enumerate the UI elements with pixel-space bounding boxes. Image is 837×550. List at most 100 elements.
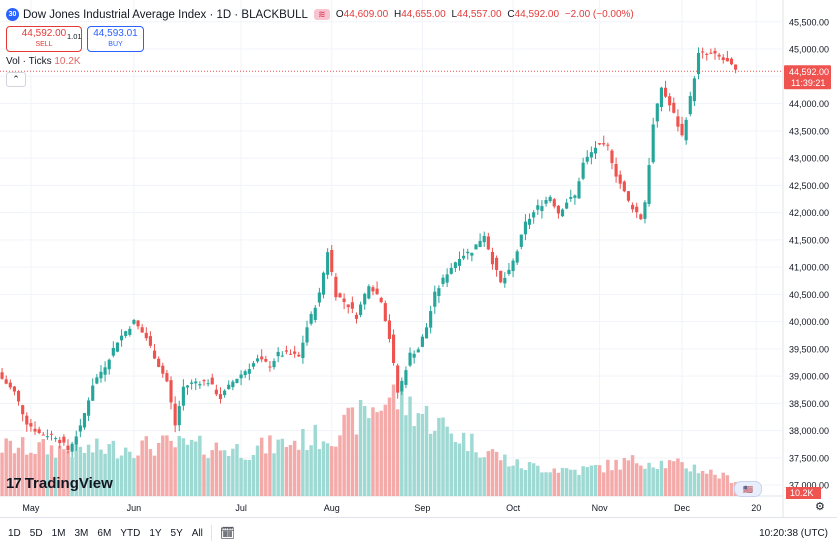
candle-body[interactable] xyxy=(668,96,672,106)
candle-body[interactable] xyxy=(247,369,251,374)
candle-body[interactable] xyxy=(532,212,536,218)
candle-body[interactable] xyxy=(231,381,235,388)
candle-body[interactable] xyxy=(338,293,342,298)
candle-body[interactable] xyxy=(701,51,705,53)
candle-body[interactable] xyxy=(70,443,74,452)
candle-body[interactable] xyxy=(255,358,260,362)
candle-body[interactable] xyxy=(515,251,519,263)
candle-body[interactable] xyxy=(260,356,264,360)
range-5d-button[interactable]: 5D xyxy=(29,527,43,539)
candle-body[interactable] xyxy=(115,342,120,352)
candle-body[interactable] xyxy=(490,252,495,265)
sell-button[interactable]: 44,592.00 SELL xyxy=(6,26,82,52)
candle-body[interactable] xyxy=(556,205,560,214)
candle-body[interactable] xyxy=(445,274,449,283)
candle-body[interactable] xyxy=(457,258,462,266)
candle-body[interactable] xyxy=(33,428,37,432)
candle-body[interactable] xyxy=(404,370,408,385)
candle-body[interactable] xyxy=(210,377,214,385)
symbol-title[interactable]: Dow Jones Industrial Average Index · 1D … xyxy=(23,8,308,21)
candle-body[interactable] xyxy=(202,380,206,382)
candle-body[interactable] xyxy=(429,311,433,328)
range-1y-button[interactable]: 1Y xyxy=(149,527,162,539)
tradingview-logo[interactable]: 17 TradingView xyxy=(6,475,113,492)
candle-body[interactable] xyxy=(173,403,177,426)
candle-body[interactable] xyxy=(124,331,128,336)
us-flag-icon[interactable]: 🇺🇸 xyxy=(734,481,762,497)
candle-body[interactable] xyxy=(420,336,424,347)
candle-body[interactable] xyxy=(194,381,198,384)
candle-body[interactable] xyxy=(326,252,330,275)
candle-body[interactable] xyxy=(684,119,688,141)
range-1m-button[interactable]: 1M xyxy=(51,527,66,539)
candle-body[interactable] xyxy=(565,202,569,209)
range-ytd-button[interactable]: YTD xyxy=(120,527,141,539)
candle-body[interactable] xyxy=(21,405,25,415)
candle-body[interactable] xyxy=(128,328,132,335)
candle-body[interactable] xyxy=(95,377,99,384)
candle-body[interactable] xyxy=(717,54,721,57)
candle-body[interactable] xyxy=(107,359,111,370)
candle-body[interactable] xyxy=(62,436,66,443)
gear-icon[interactable]: ⚙ xyxy=(815,501,825,513)
candle-body[interactable] xyxy=(313,307,317,320)
candle-body[interactable] xyxy=(152,350,157,359)
candle-body[interactable] xyxy=(169,380,173,403)
candle-body[interactable] xyxy=(396,365,400,393)
range-all-button[interactable]: All xyxy=(191,527,203,539)
candle-body[interactable] xyxy=(354,314,359,319)
candle-body[interactable] xyxy=(223,390,227,396)
candle-body[interactable] xyxy=(705,53,709,55)
candle-body[interactable] xyxy=(317,292,321,303)
candle-body[interactable] xyxy=(91,385,95,401)
candle-body[interactable] xyxy=(696,52,701,74)
candle-body[interactable] xyxy=(462,255,466,259)
candle-body[interactable] xyxy=(87,400,91,416)
candle-body[interactable] xyxy=(165,373,169,382)
candle-body[interactable] xyxy=(140,327,144,333)
candle-body[interactable] xyxy=(12,386,16,392)
candle-body[interactable] xyxy=(618,174,622,184)
candle-body[interactable] xyxy=(734,64,738,70)
candle-body[interactable] xyxy=(725,57,729,62)
candle-body[interactable] xyxy=(486,236,490,250)
candle-body[interactable] xyxy=(387,320,392,339)
candle-body[interactable] xyxy=(507,269,511,274)
candle-body[interactable] xyxy=(268,366,272,368)
candle-body[interactable] xyxy=(680,123,684,136)
utc-clock[interactable]: 10:20:38 (UTC) xyxy=(759,527,828,539)
range-6m-button[interactable]: 6M xyxy=(97,527,112,539)
candle-body[interactable] xyxy=(519,234,523,247)
candle-body[interactable] xyxy=(709,52,713,54)
candle-body[interactable] xyxy=(375,288,379,295)
candle-body[interactable] xyxy=(264,358,268,362)
candle-body[interactable] xyxy=(540,206,544,212)
candle-body[interactable] xyxy=(400,380,404,392)
market-status-icon[interactable]: ≋ xyxy=(313,9,330,20)
candle-body[interactable] xyxy=(478,240,482,248)
candle-body[interactable] xyxy=(198,384,202,386)
candle-body[interactable] xyxy=(626,191,631,201)
candle-body[interactable] xyxy=(688,96,692,115)
candle-body[interactable] xyxy=(29,423,33,427)
candle-body[interactable] xyxy=(120,335,124,341)
candle-body[interactable] xyxy=(548,197,552,202)
candle-body[interactable] xyxy=(713,50,717,54)
candle-body[interactable] xyxy=(495,257,499,270)
candle-body[interactable] xyxy=(560,209,565,217)
candle-body[interactable] xyxy=(466,251,470,254)
candle-body[interactable] xyxy=(536,205,540,210)
candle-body[interactable] xyxy=(321,272,326,295)
candle-body[interactable] xyxy=(416,349,420,353)
candle-body[interactable] xyxy=(276,351,280,357)
range-3m-button[interactable]: 3M xyxy=(74,527,89,539)
candle-body[interactable] xyxy=(136,320,140,327)
candle-body[interactable] xyxy=(350,302,354,309)
candle-body[interactable] xyxy=(589,152,593,158)
candle-body[interactable] xyxy=(544,200,548,204)
calendar-icon[interactable]: 🗓 xyxy=(219,526,236,540)
candle-body[interactable] xyxy=(610,150,614,164)
candle-body[interactable] xyxy=(288,353,293,355)
candle-body[interactable] xyxy=(309,313,313,324)
symbol-logo-icon[interactable]: 30 xyxy=(6,8,19,21)
